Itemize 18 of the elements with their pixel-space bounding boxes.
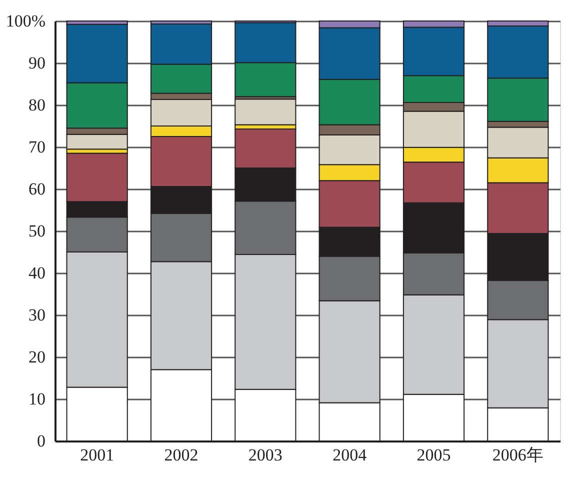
y-tick-label: 30	[28, 306, 46, 324]
y-tick-label: 0	[37, 432, 46, 450]
x-tick-label: 2002	[164, 446, 198, 464]
x-tick-label: 2004	[332, 446, 368, 464]
y-tick-label: 40	[28, 264, 46, 282]
bar	[234, 98, 296, 126]
y-tick-label: 90	[28, 54, 46, 72]
y-tick-label: 60	[28, 180, 46, 198]
x-tick-label: 2006年	[492, 446, 544, 464]
y-tick-label: 80	[28, 96, 46, 114]
x-tick-label: 2005	[416, 446, 451, 464]
y-tick-label: 70	[28, 138, 46, 156]
y-tick-label: 20	[28, 348, 46, 366]
y-tick-label: 50	[28, 222, 46, 240]
y-tick-label: 10	[28, 390, 46, 408]
x-tick-label: 2003	[248, 446, 282, 464]
x-tick-label: 2001	[80, 446, 114, 464]
y-tick-label: 100%	[6, 12, 46, 30]
